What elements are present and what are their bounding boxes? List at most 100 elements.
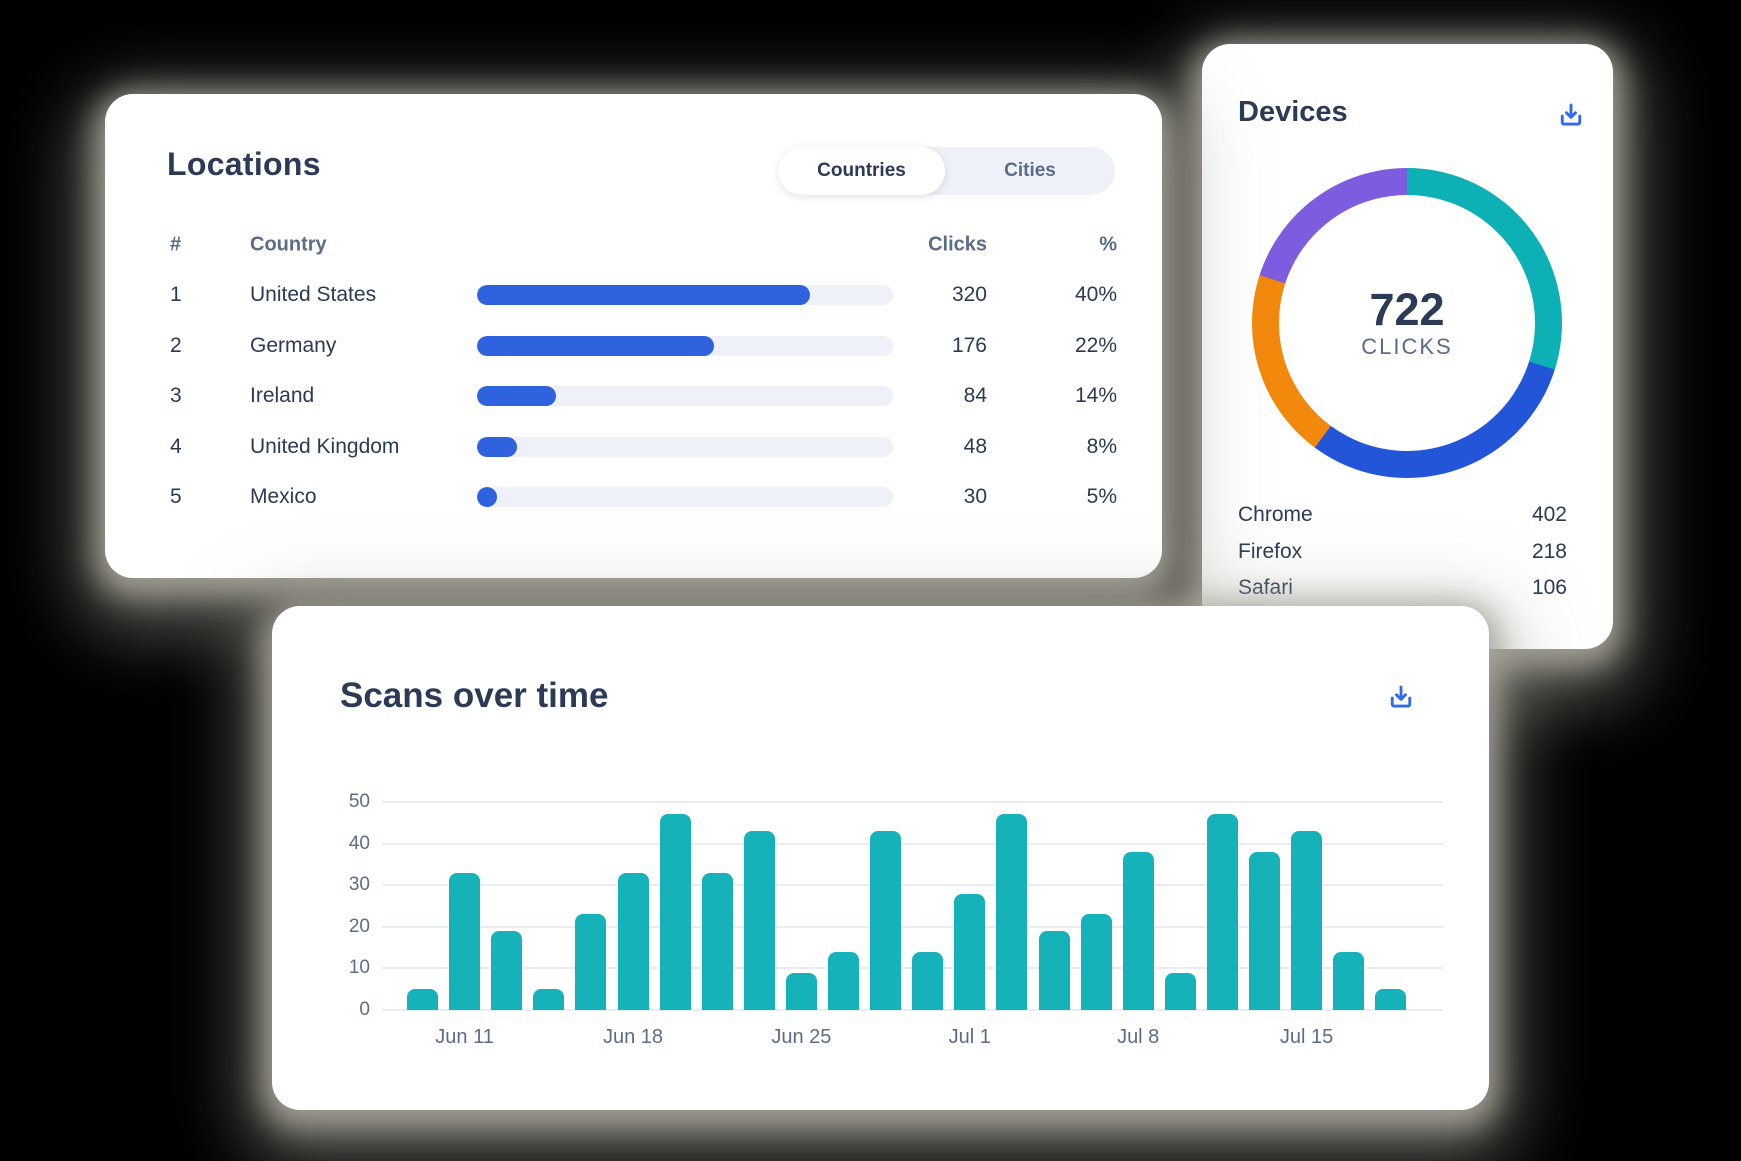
- row-bar-fill: [477, 487, 497, 508]
- devices-donut: 722 CLICKS: [1252, 168, 1562, 478]
- row-bar-track: [477, 285, 893, 306]
- row-country: United Kingdom: [250, 434, 400, 458]
- device-value: 218: [1531, 539, 1567, 563]
- y-axis-tick-label: 40: [348, 832, 370, 854]
- toggle-option-countries-label: Countries: [817, 160, 906, 181]
- device-row: Firefox 218: [1202, 534, 1613, 571]
- row-percent: 14%: [1074, 384, 1117, 408]
- device-name: Chrome: [1238, 503, 1313, 527]
- locations-table-rows: 1 United States 320 40% 2 Germany 176 22% 3 Irela…: [105, 270, 1162, 523]
- scan-bar: [575, 914, 607, 1010]
- x-axis-tick-label: Jun 25: [771, 1026, 832, 1048]
- row-country: Mexico: [250, 485, 317, 509]
- gridline: [382, 884, 1443, 887]
- x-axis-tick-label: Jul 1: [948, 1026, 991, 1048]
- device-value: 106: [1531, 576, 1567, 600]
- devices-donut-center: 722 CLICKS: [1279, 195, 1535, 451]
- row-bar-fill: [477, 285, 810, 306]
- download-icon: [1560, 103, 1582, 126]
- scan-bar: [954, 894, 986, 1010]
- donut-total-value: 722: [1369, 284, 1445, 336]
- device-name: Safari: [1238, 576, 1293, 600]
- row-clicks: 84: [963, 384, 987, 408]
- scan-bar: [1164, 973, 1196, 1010]
- gridline: [382, 842, 1443, 845]
- countries-cities-toggle: Countries Cities: [778, 147, 1115, 195]
- y-axis-tick-label: 10: [348, 957, 370, 979]
- scan-bar: [1080, 914, 1112, 1010]
- row-percent: 8%: [1086, 434, 1117, 458]
- row-percent: 22%: [1074, 333, 1117, 357]
- scan-bar: [449, 873, 481, 1010]
- scan-bar: [1122, 852, 1154, 1010]
- scan-bar: [407, 989, 438, 1010]
- scan-bar: [828, 952, 859, 1010]
- device-value: 402: [1531, 503, 1567, 527]
- row-rank: 2: [170, 333, 182, 357]
- scan-bar: [659, 814, 691, 1010]
- scan-bar: [912, 952, 944, 1010]
- row-country: Ireland: [250, 384, 315, 408]
- device-row: Chrome 402: [1202, 497, 1613, 534]
- device-row: Safari 106: [1202, 570, 1613, 607]
- devices-list: Chrome 402 Firefox 218 Safari 106: [1202, 497, 1613, 607]
- gridline: [382, 1009, 1443, 1011]
- x-axis-tick-label: Jun 18: [602, 1026, 664, 1048]
- scan-bar: [1333, 952, 1365, 1010]
- row-percent: 5%: [1086, 485, 1117, 509]
- row-bar-fill: [477, 436, 517, 457]
- table-row: 5 Mexico 30 5%: [105, 472, 1162, 523]
- row-bar-track: [477, 386, 893, 407]
- table-row: 3 Ireland 84 14%: [105, 371, 1162, 422]
- header-country: Country: [250, 233, 327, 256]
- table-row: 1 United States 320 40%: [105, 270, 1162, 321]
- x-axis-tick-label: Jul 15: [1279, 1026, 1334, 1048]
- download-icon: [1390, 685, 1412, 708]
- scan-bar: [1375, 989, 1407, 1010]
- row-bar-track: [477, 487, 893, 508]
- scan-bar: [1206, 814, 1238, 1010]
- y-axis-tick-label: 30: [348, 874, 370, 896]
- scan-bar: [701, 873, 733, 1010]
- devices-card-title: Devices: [1238, 96, 1348, 128]
- row-bar-fill: [477, 386, 557, 407]
- scan-bar: [870, 831, 902, 1010]
- row-clicks: 320: [951, 283, 987, 307]
- gridline: [382, 925, 1443, 928]
- y-axis-tick-label: 50: [348, 791, 370, 812]
- scans-download-button[interactable]: [1386, 682, 1416, 712]
- scan-bar: [996, 814, 1028, 1010]
- x-axis-tick-label: Jun 11: [435, 1026, 494, 1048]
- row-bar-fill: [477, 335, 715, 356]
- row-percent: 40%: [1074, 283, 1117, 307]
- header-rank: #: [170, 233, 182, 256]
- table-row: 2 Germany 176 22%: [105, 321, 1162, 372]
- locations-card: Locations Countries Cities # Country Cli…: [105, 94, 1162, 578]
- header-percent: %: [1099, 233, 1117, 256]
- devices-download-button[interactable]: [1556, 100, 1586, 130]
- scan-bar: [743, 831, 775, 1010]
- scan-bar: [1249, 852, 1280, 1010]
- devices-card: Devices 722 CLICKS Chrome 402 Firefox 218 Sa…: [1202, 44, 1613, 649]
- toggle-option-cities-label: Cities: [1004, 160, 1056, 181]
- scan-bar: [785, 973, 817, 1010]
- scan-bar: [1038, 931, 1070, 1010]
- locations-table-header: # Country Clicks %: [105, 232, 1162, 258]
- header-clicks: Clicks: [928, 233, 987, 256]
- x-axis-tick-label: Jul 8: [1117, 1026, 1160, 1048]
- scan-bar: [1291, 831, 1323, 1010]
- donut-total-label: CLICKS: [1361, 333, 1453, 359]
- row-rank: 4: [170, 434, 182, 458]
- row-rank: 3: [170, 384, 182, 408]
- row-clicks: 176: [951, 333, 987, 357]
- toggle-option-cities[interactable]: Cities: [945, 147, 1115, 195]
- locations-card-title: Locations: [167, 146, 321, 182]
- scan-bar: [491, 931, 523, 1010]
- gridline: [382, 801, 1443, 803]
- table-row: 4 United Kingdom 48 8%: [105, 422, 1162, 473]
- scan-bar: [533, 989, 565, 1010]
- toggle-option-countries[interactable]: Countries: [778, 147, 945, 195]
- row-rank: 1: [170, 283, 182, 307]
- scan-bar: [617, 873, 649, 1010]
